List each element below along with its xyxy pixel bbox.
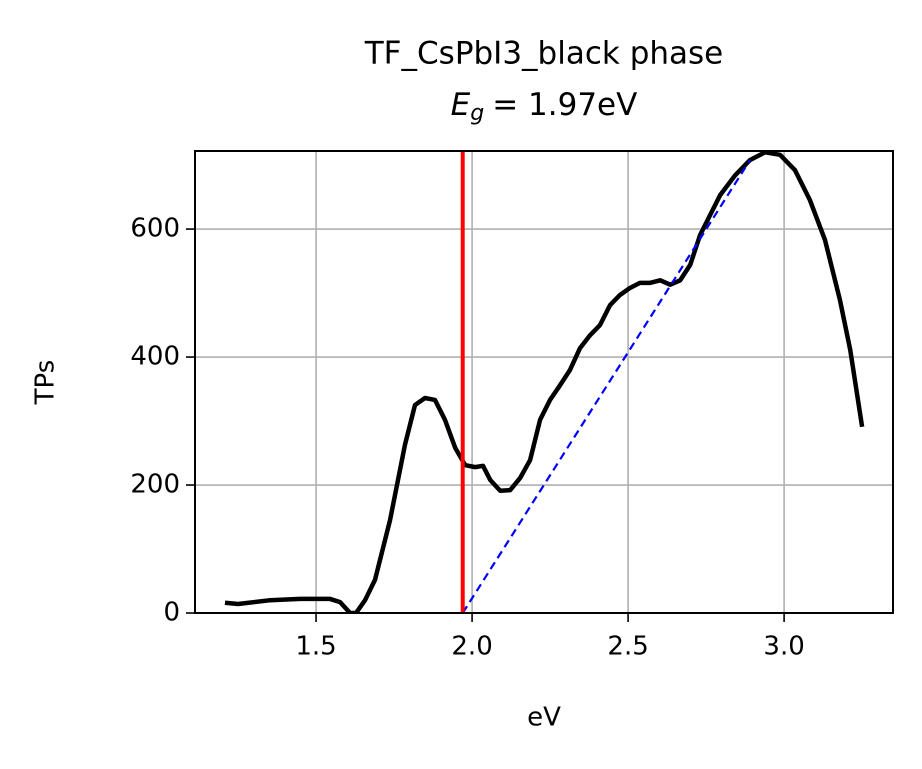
plot-frame xyxy=(194,150,894,614)
y-tick-label: 400 xyxy=(130,342,180,372)
y-tick-label: 600 xyxy=(130,214,180,244)
x-tick-label: 2.5 xyxy=(607,632,648,662)
x-tick-label: 2.0 xyxy=(451,632,492,662)
x-tick-label: 3.0 xyxy=(763,632,804,662)
grid xyxy=(195,151,893,614)
y-axis-label: TPs xyxy=(31,360,61,406)
band-gap-subscript: g xyxy=(470,101,484,126)
x-tick-label: 1.5 xyxy=(295,632,336,662)
band-gap-text: = 1.97eV xyxy=(492,87,637,123)
chart-title: TF_CsPbI3_black phase xyxy=(364,36,723,72)
plot-marks xyxy=(224,151,865,613)
ticks: 1.5 2.0 2.5 3.0 0 200 400 600 xyxy=(130,214,804,662)
y-tick-label: 200 xyxy=(130,470,180,500)
data-line xyxy=(224,151,865,613)
y-tick-label: 0 xyxy=(163,598,180,628)
x-axis-label: eV xyxy=(527,703,561,733)
fit-line xyxy=(461,159,752,613)
band-gap-label: Eg = 1.97eV xyxy=(451,87,638,127)
band-gap-symbol: E xyxy=(451,87,471,123)
